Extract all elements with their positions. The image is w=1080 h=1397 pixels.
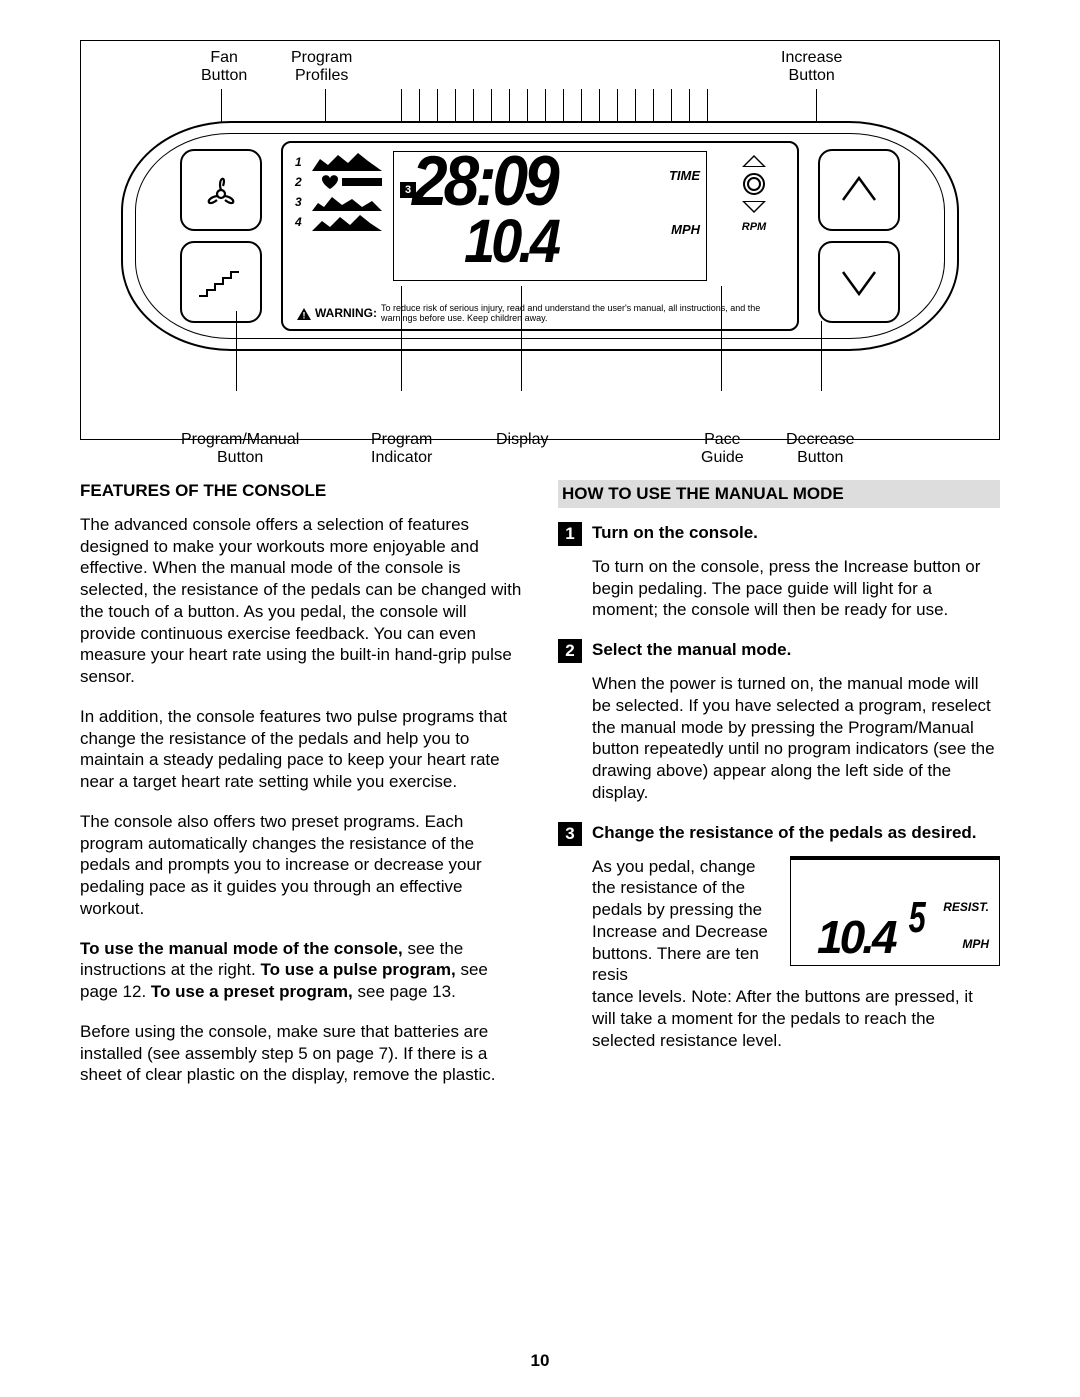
features-p1: The advanced console offers a selection … <box>80 514 522 688</box>
step-title: Change the resistance of the pedals as d… <box>592 822 977 844</box>
profile-shape-icon <box>309 213 385 231</box>
leader-line <box>521 286 522 391</box>
profile-number: 4 <box>295 215 305 229</box>
label-decrease-button: Decrease Button <box>786 431 854 468</box>
step-3-text-after: tance levels. Note: After the buttons ar… <box>592 987 973 1050</box>
resist-value: 5 <box>908 890 925 946</box>
chevron-down-icon <box>837 260 881 304</box>
program-manual-button[interactable] <box>180 241 262 323</box>
heart-icon <box>309 173 385 191</box>
step-number: 1 <box>558 522 582 546</box>
program-profiles: 1 2 3 4 <box>295 153 385 233</box>
label-program-manual: Program/Manual Button <box>181 431 299 468</box>
step-1-body: To turn on the console, press the Increa… <box>592 556 1000 621</box>
leader-line <box>721 286 722 391</box>
right-column: HOW TO USE THE MANUAL MODE 1 Turn on the… <box>558 480 1000 1104</box>
page-number: 10 <box>0 1351 1080 1371</box>
features-p4: To use the manual mode of the console, s… <box>80 938 522 1003</box>
time-label: TIME <box>669 168 700 183</box>
mini-mph-value: 10.4 <box>817 908 895 967</box>
step-number: 3 <box>558 822 582 846</box>
profile-number: 3 <box>295 195 305 209</box>
mini-lcd: 5 RESIST. 10.4 MPH <box>790 856 1000 966</box>
decrease-button[interactable] <box>818 241 900 323</box>
step-2-body: When the power is turned on, the manual … <box>592 673 1000 804</box>
p4-bold-e: To use a preset program, <box>151 982 353 1001</box>
body-columns: FEATURES OF THE CONSOLE The advanced con… <box>80 480 1000 1104</box>
step-number: 2 <box>558 639 582 663</box>
stairs-icon <box>195 262 247 302</box>
label-display: Display <box>496 431 548 449</box>
left-column: FEATURES OF THE CONSOLE The advanced con… <box>80 480 522 1104</box>
rpm-label: RPM <box>742 221 766 233</box>
p4-bold-c: To use a pulse program, <box>260 960 455 979</box>
pace-target-icon <box>743 173 765 195</box>
mini-mph-label: MPH <box>962 937 989 952</box>
warning-text: To reduce risk of serious injury, read a… <box>381 304 783 323</box>
increase-button[interactable] <box>818 149 900 231</box>
profile-shape-icon <box>309 193 385 211</box>
profile-number: 1 <box>295 155 305 169</box>
fan-icon <box>195 164 247 216</box>
warning-line: ! WARNING: To reduce risk of serious inj… <box>297 304 783 323</box>
pace-down-icon <box>742 201 766 213</box>
mph-value: 10.4 <box>464 205 557 277</box>
step-3-body: As you pedal, change the resistance of t… <box>592 856 1000 1052</box>
profile-number: 2 <box>295 175 305 189</box>
step-3: 3 Change the resistance of the pedals as… <box>558 822 1000 846</box>
label-program-profiles: Program Profiles <box>291 49 352 86</box>
pace-up-icon <box>742 155 766 167</box>
label-program-indicator: Program Indicator <box>371 431 432 468</box>
leader-line <box>401 286 402 391</box>
pace-guide: RPM <box>729 155 779 275</box>
manual-mode-heading: HOW TO USE THE MANUAL MODE <box>558 480 1000 508</box>
profile-shape-icon <box>309 153 385 171</box>
warning-triangle-icon: ! <box>297 308 311 320</box>
leader-line <box>821 321 822 391</box>
step-title: Select the manual mode. <box>592 639 791 661</box>
p4-bold-a: To use the manual mode of the console, <box>80 939 403 958</box>
features-p3: The console also offers two preset progr… <box>80 811 522 920</box>
label-increase-button: Increase Button <box>781 49 842 86</box>
features-p2: In addition, the console features two pu… <box>80 706 522 793</box>
step-2: 2 Select the manual mode. <box>558 639 1000 663</box>
step-3-text-left: As you pedal, change the resistance of t… <box>592 856 776 987</box>
step-title: Turn on the console. <box>592 522 758 544</box>
features-heading: FEATURES OF THE CONSOLE <box>80 480 522 502</box>
features-p5: Before using the console, make sure that… <box>80 1021 522 1086</box>
tick-strip <box>401 89 711 121</box>
svg-text:!: ! <box>303 310 306 320</box>
label-pace-guide: Pace Guide <box>701 431 744 468</box>
chevron-up-icon <box>837 168 881 212</box>
right-button-panel <box>809 136 909 336</box>
resist-label: RESIST. <box>943 900 989 915</box>
leader-line <box>236 311 237 391</box>
mph-label: MPH <box>671 222 700 237</box>
lcd-display: 3 28:09 TIME 10.4 MPH <box>393 151 707 281</box>
fan-button[interactable] <box>180 149 262 231</box>
p4-text-f: see page 13. <box>353 982 456 1001</box>
label-fan-button: Fan Button <box>201 49 247 86</box>
left-button-panel <box>171 136 271 336</box>
warning-bold: WARNING: <box>315 307 377 320</box>
console-diagram: Fan Button Program Profiles Increase But… <box>80 40 1000 440</box>
step-1: 1 Turn on the console. <box>558 522 1000 546</box>
